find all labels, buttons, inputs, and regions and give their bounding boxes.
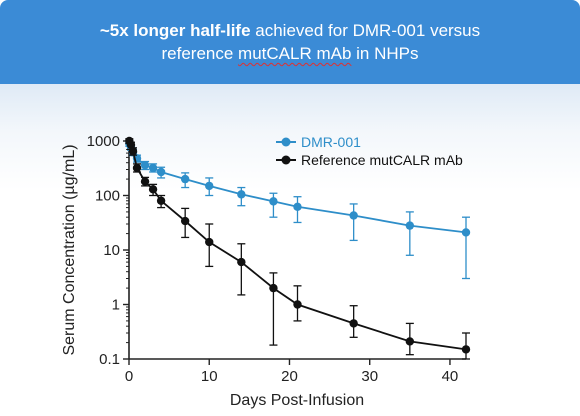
data-point-dmr-001	[461, 228, 471, 237]
legend-item-reference: Reference mutCALR mAb	[276, 152, 463, 168]
legend-marker-dmr-001	[281, 137, 291, 147]
data-point-reference	[156, 196, 166, 205]
x-axis-title: Days Post-Infusion	[230, 392, 364, 409]
title-line-2: reference mutCALR mAb in NHPs	[162, 42, 419, 65]
data-point-reference	[349, 319, 358, 328]
title-bold: ~5x longer half-life	[99, 21, 251, 40]
x-tick-label: 40	[442, 368, 459, 385]
chart-axes	[128, 141, 466, 360]
data-point-dmr-001	[349, 211, 358, 220]
title-line2-squiggle: mutCALR mAb	[238, 44, 352, 63]
data-point-dmr-001	[405, 221, 415, 230]
data-point-dmr-001	[156, 167, 166, 177]
data-point-reference	[148, 185, 158, 194]
x-tick-label: 30	[361, 368, 378, 385]
legend-item-dmr-001: DMR-001	[276, 134, 361, 150]
series-dmr-001	[125, 139, 471, 280]
y-tick-label: 1	[112, 297, 120, 314]
data-point-dmr-001	[140, 160, 150, 170]
data-point-reference	[205, 237, 214, 247]
y-tick-label: 10	[103, 242, 120, 259]
x-tick-label: 10	[201, 368, 218, 385]
data-point-reference	[132, 163, 142, 173]
y-tick-label: 0.1	[99, 351, 120, 368]
x-tick-label: 0	[125, 368, 133, 385]
data-point-reference	[180, 216, 190, 226]
y-tick-label: 1000	[87, 133, 120, 150]
data-point-reference	[269, 283, 278, 293]
x-tick-label: 20	[281, 368, 298, 385]
data-point-reference	[128, 146, 138, 156]
data-point-reference	[126, 140, 136, 150]
title-banner: ~5x longer half-life achieved for DMR-00…	[0, 0, 580, 84]
legend-label-dmr-001: DMR-001	[301, 134, 361, 150]
data-point-reference	[293, 300, 302, 309]
title-line2-pre: reference	[161, 44, 239, 63]
title-rest: achieved for DMR-001 versus	[250, 21, 481, 40]
title-line-1: ~5x longer half-life achieved for DMR-00…	[100, 19, 480, 42]
series-reference	[125, 136, 471, 360]
data-point-dmr-001	[180, 174, 190, 184]
axis-ticks: 0 10 20 30 40 1000 100 10 1 0.1	[87, 133, 459, 385]
legend-label-reference: Reference mutCALR mAb	[301, 152, 463, 168]
data-point-reference	[461, 345, 471, 354]
data-point-dmr-001	[269, 197, 278, 206]
data-point-reference	[237, 257, 246, 267]
y-tick-label: 100	[95, 188, 120, 205]
data-point-dmr-001	[205, 181, 214, 191]
legend-marker-reference	[281, 155, 291, 165]
data-point-reference	[405, 337, 415, 346]
data-point-dmr-001	[237, 190, 246, 199]
data-point-reference	[140, 177, 150, 186]
data-point-dmr-001	[293, 202, 302, 212]
data-point-dmr-001	[148, 163, 158, 173]
y-axis-title: Serum Concentration (µg/mL)	[61, 144, 78, 355]
chart-legend: DMR-001 Reference mutCALR mAb	[276, 134, 463, 168]
plot-area	[125, 136, 471, 360]
title-line2-post: in NHPs	[351, 44, 419, 63]
